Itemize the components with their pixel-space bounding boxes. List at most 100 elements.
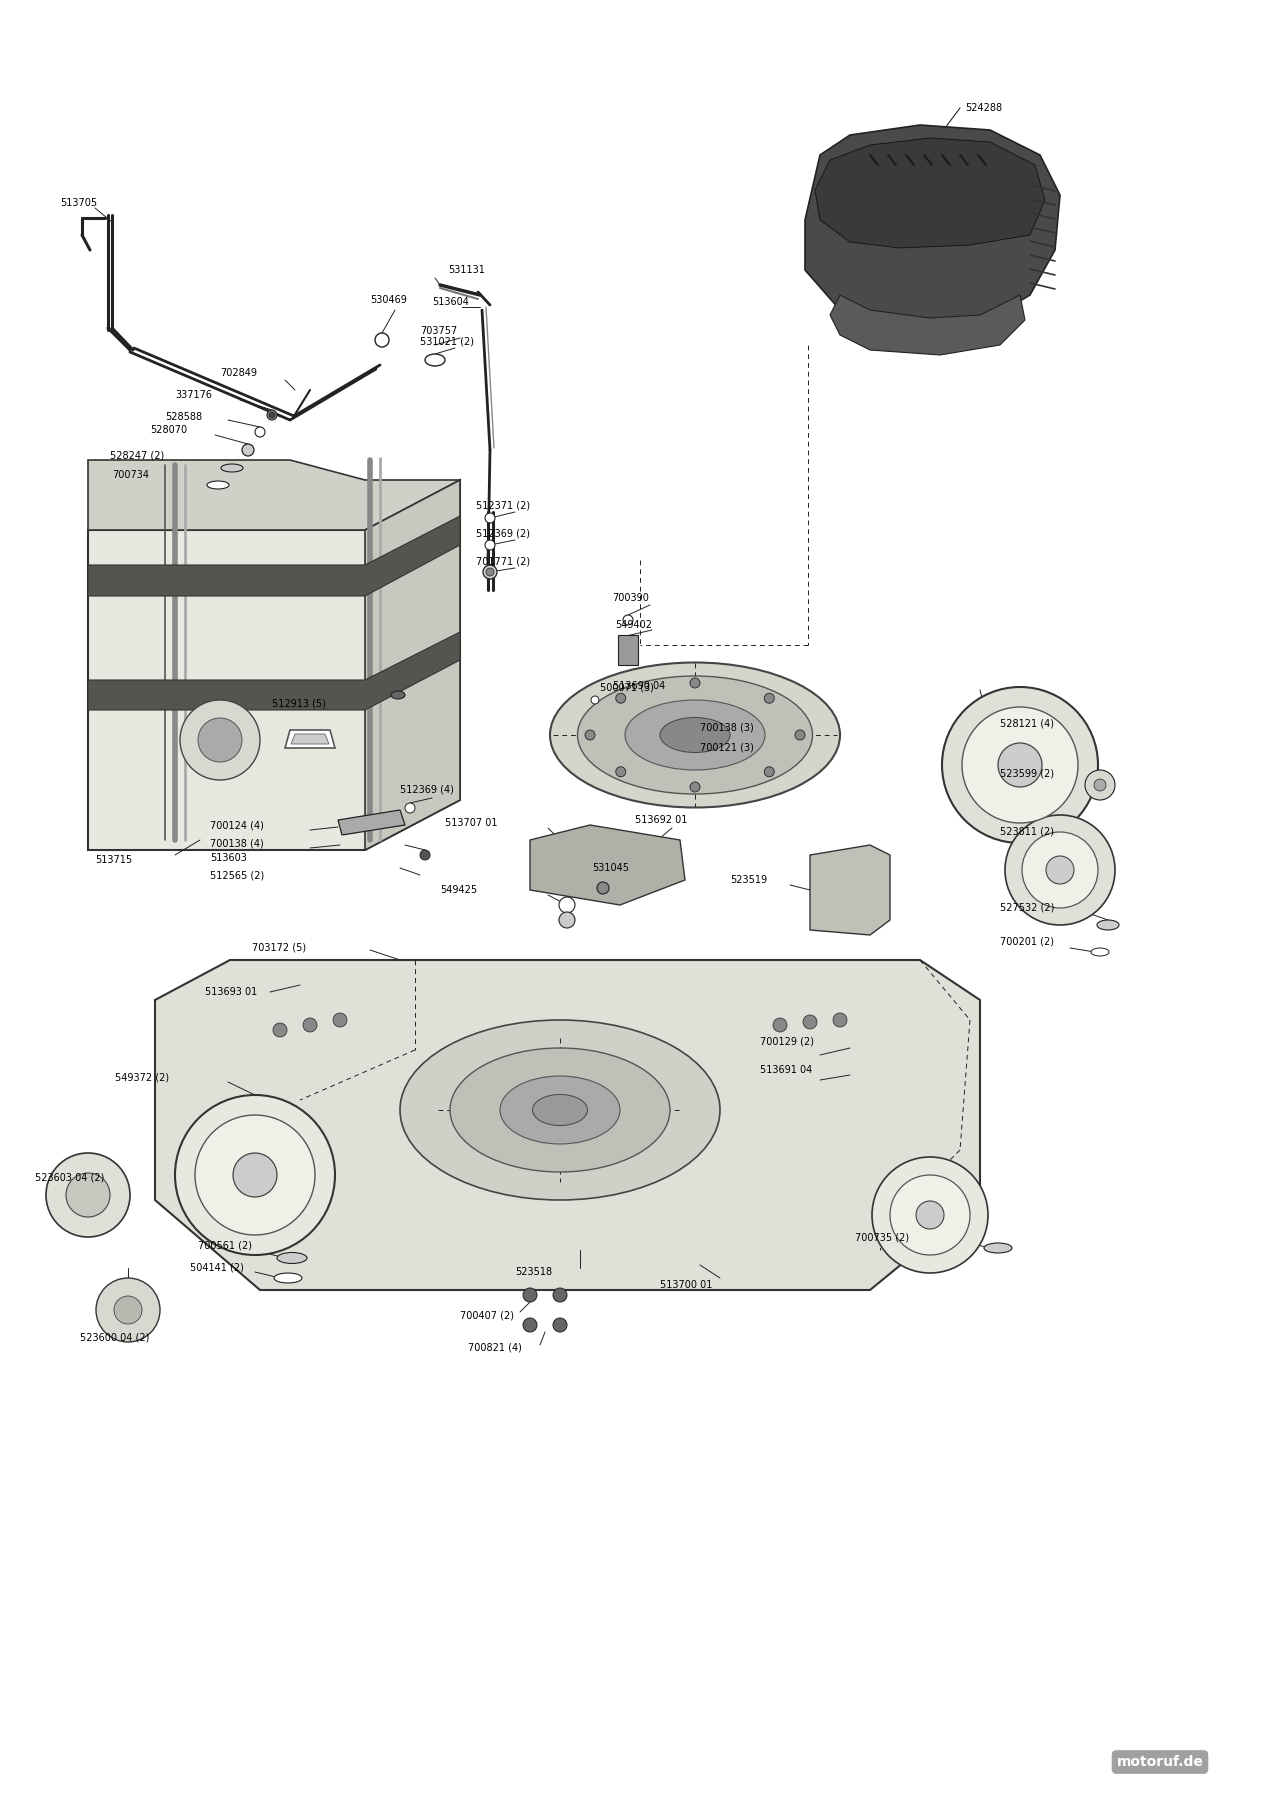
- Text: 531045: 531045: [591, 862, 628, 873]
- Text: 512565 (2): 512565 (2): [210, 869, 265, 880]
- Ellipse shape: [1096, 920, 1119, 931]
- Polygon shape: [365, 481, 460, 850]
- Text: 700561 (2): 700561 (2): [198, 1240, 252, 1251]
- Text: 523603 04 (2): 523603 04 (2): [36, 1174, 104, 1183]
- Text: 700124 (4): 700124 (4): [210, 821, 263, 830]
- Circle shape: [198, 718, 242, 761]
- Polygon shape: [805, 124, 1060, 329]
- Circle shape: [485, 513, 495, 524]
- Circle shape: [375, 333, 389, 347]
- Circle shape: [242, 445, 254, 455]
- Polygon shape: [530, 824, 686, 905]
- Circle shape: [195, 1114, 315, 1235]
- Text: 549425: 549425: [440, 886, 477, 895]
- Text: 703172 (5): 703172 (5): [252, 941, 307, 952]
- Text: 531021 (2): 531021 (2): [420, 337, 474, 347]
- Ellipse shape: [391, 691, 404, 698]
- Circle shape: [176, 1094, 335, 1255]
- Text: 513690 04: 513690 04: [613, 680, 665, 691]
- Text: 512369 (2): 512369 (2): [476, 529, 530, 538]
- Text: 700201 (2): 700201 (2): [1000, 938, 1054, 947]
- Circle shape: [1021, 832, 1098, 907]
- Ellipse shape: [533, 1094, 588, 1125]
- Text: 512913 (5): 512913 (5): [272, 698, 326, 707]
- Text: 513603: 513603: [210, 853, 247, 862]
- Text: 700138 (3): 700138 (3): [700, 724, 754, 733]
- Text: 528588: 528588: [165, 412, 202, 421]
- Circle shape: [616, 767, 626, 778]
- Ellipse shape: [273, 1273, 301, 1283]
- Circle shape: [268, 412, 275, 418]
- Circle shape: [483, 565, 497, 580]
- Circle shape: [558, 913, 575, 929]
- Circle shape: [764, 693, 775, 704]
- Circle shape: [689, 781, 700, 792]
- Text: 549402: 549402: [614, 619, 653, 630]
- Ellipse shape: [221, 464, 243, 472]
- Text: 527532 (2): 527532 (2): [1000, 902, 1054, 913]
- Polygon shape: [88, 481, 460, 850]
- Ellipse shape: [399, 1021, 720, 1201]
- Circle shape: [303, 1019, 317, 1031]
- Circle shape: [523, 1318, 537, 1332]
- Polygon shape: [155, 959, 979, 1291]
- Circle shape: [591, 697, 599, 704]
- Circle shape: [962, 707, 1077, 823]
- Polygon shape: [810, 844, 890, 934]
- Circle shape: [623, 616, 633, 625]
- Polygon shape: [338, 810, 404, 835]
- Ellipse shape: [425, 355, 445, 365]
- Text: 701771 (2): 701771 (2): [476, 556, 530, 567]
- Ellipse shape: [1091, 949, 1109, 956]
- Text: 513693 01: 513693 01: [205, 986, 257, 997]
- Circle shape: [333, 1013, 347, 1028]
- Text: 523811 (2): 523811 (2): [1000, 826, 1054, 837]
- Text: 513707 01: 513707 01: [445, 817, 497, 828]
- Circle shape: [558, 896, 575, 913]
- Circle shape: [66, 1174, 109, 1217]
- Circle shape: [999, 743, 1042, 787]
- Text: 549372 (2): 549372 (2): [114, 1073, 169, 1082]
- Circle shape: [486, 569, 494, 576]
- Polygon shape: [88, 517, 460, 596]
- Circle shape: [764, 767, 775, 778]
- Text: 523519: 523519: [730, 875, 767, 886]
- Text: 700735 (2): 700735 (2): [855, 1233, 909, 1244]
- Text: 513700 01: 513700 01: [660, 1280, 712, 1291]
- Circle shape: [95, 1278, 160, 1343]
- Polygon shape: [815, 139, 1046, 248]
- Circle shape: [46, 1154, 130, 1237]
- Text: 528070: 528070: [150, 425, 187, 436]
- Circle shape: [689, 679, 700, 688]
- Text: 513705: 513705: [60, 198, 97, 209]
- Circle shape: [553, 1318, 567, 1332]
- Text: 523600 04 (2): 523600 04 (2): [80, 1334, 149, 1343]
- Circle shape: [803, 1015, 817, 1030]
- Text: 531131: 531131: [448, 265, 485, 275]
- Text: 703757: 703757: [420, 326, 457, 337]
- Text: 504141 (2): 504141 (2): [190, 1264, 244, 1273]
- Polygon shape: [291, 734, 329, 743]
- Text: 523599 (2): 523599 (2): [1000, 769, 1054, 778]
- Circle shape: [1085, 770, 1116, 799]
- Text: 528121 (4): 528121 (4): [1000, 718, 1054, 727]
- Text: 513604: 513604: [432, 297, 469, 308]
- Text: 528247 (2): 528247 (2): [109, 450, 164, 461]
- Ellipse shape: [577, 677, 813, 794]
- Circle shape: [553, 1289, 567, 1301]
- Text: 512371 (2): 512371 (2): [476, 500, 530, 509]
- Text: 337176: 337176: [176, 391, 212, 400]
- Ellipse shape: [625, 700, 764, 770]
- Ellipse shape: [660, 718, 730, 752]
- Circle shape: [523, 1289, 537, 1301]
- Text: 500071 (3): 500071 (3): [600, 682, 654, 691]
- Ellipse shape: [207, 481, 229, 490]
- Circle shape: [773, 1019, 787, 1031]
- Circle shape: [585, 731, 595, 740]
- Text: 700407 (2): 700407 (2): [460, 1310, 514, 1319]
- Text: 700138 (4): 700138 (4): [210, 839, 263, 850]
- Circle shape: [254, 427, 265, 437]
- Circle shape: [404, 803, 415, 814]
- Circle shape: [485, 540, 495, 551]
- Circle shape: [916, 1201, 944, 1229]
